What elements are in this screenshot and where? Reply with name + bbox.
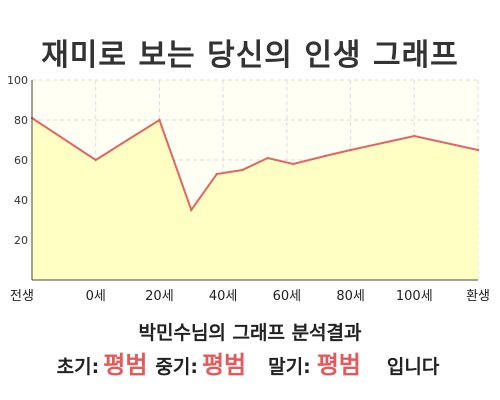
x-tick-label: 60세 bbox=[273, 289, 302, 304]
x-tick-label: 환생 bbox=[466, 289, 490, 304]
analysis-result-row: 초기: 평범 중기: 평범 말기: 평범 입니다 bbox=[0, 345, 500, 380]
late-label: 말기: bbox=[268, 356, 311, 378]
y-tick-label: 100 bbox=[7, 74, 28, 87]
y-tick-label: 60 bbox=[14, 154, 28, 167]
x-tick-label: 전생 bbox=[10, 289, 34, 304]
x-tick-label: 40세 bbox=[209, 289, 238, 304]
life-line bbox=[31, 117, 479, 213]
data-point bbox=[158, 118, 161, 122]
data-point bbox=[94, 158, 97, 162]
data-point bbox=[241, 168, 244, 172]
late-value: 평범 bbox=[316, 351, 361, 379]
early-label: 초기: bbox=[56, 356, 100, 378]
data-point bbox=[323, 154, 327, 158]
data-point bbox=[215, 172, 218, 176]
data-point bbox=[190, 208, 193, 212]
data-point bbox=[266, 156, 269, 160]
y-tick-label: 20 bbox=[14, 234, 28, 247]
y-tick-label: 80 bbox=[14, 114, 28, 127]
data-point bbox=[476, 148, 480, 152]
x-tick-label: 80세 bbox=[336, 289, 365, 304]
life-area-fill bbox=[32, 118, 478, 280]
data-point bbox=[413, 134, 416, 138]
y-tick-label: 40 bbox=[14, 194, 28, 207]
middle-value: 평범 bbox=[201, 351, 247, 379]
ending-text: 입니다 bbox=[386, 356, 440, 378]
analysis-subtitle: 박민수님의 그래프 분석결과 bbox=[138, 322, 362, 344]
x-tick-label: 100세 bbox=[396, 289, 433, 304]
middle-label: 중기: bbox=[155, 356, 198, 378]
page-title: 재미로 보는 당신의 인생 그래프 bbox=[41, 38, 459, 73]
data-point bbox=[349, 148, 352, 152]
early-value: 평범 bbox=[103, 351, 148, 379]
x-tick-label: 20세 bbox=[145, 289, 174, 304]
x-tick-label: 0세 bbox=[86, 289, 106, 304]
data-point bbox=[292, 162, 295, 166]
